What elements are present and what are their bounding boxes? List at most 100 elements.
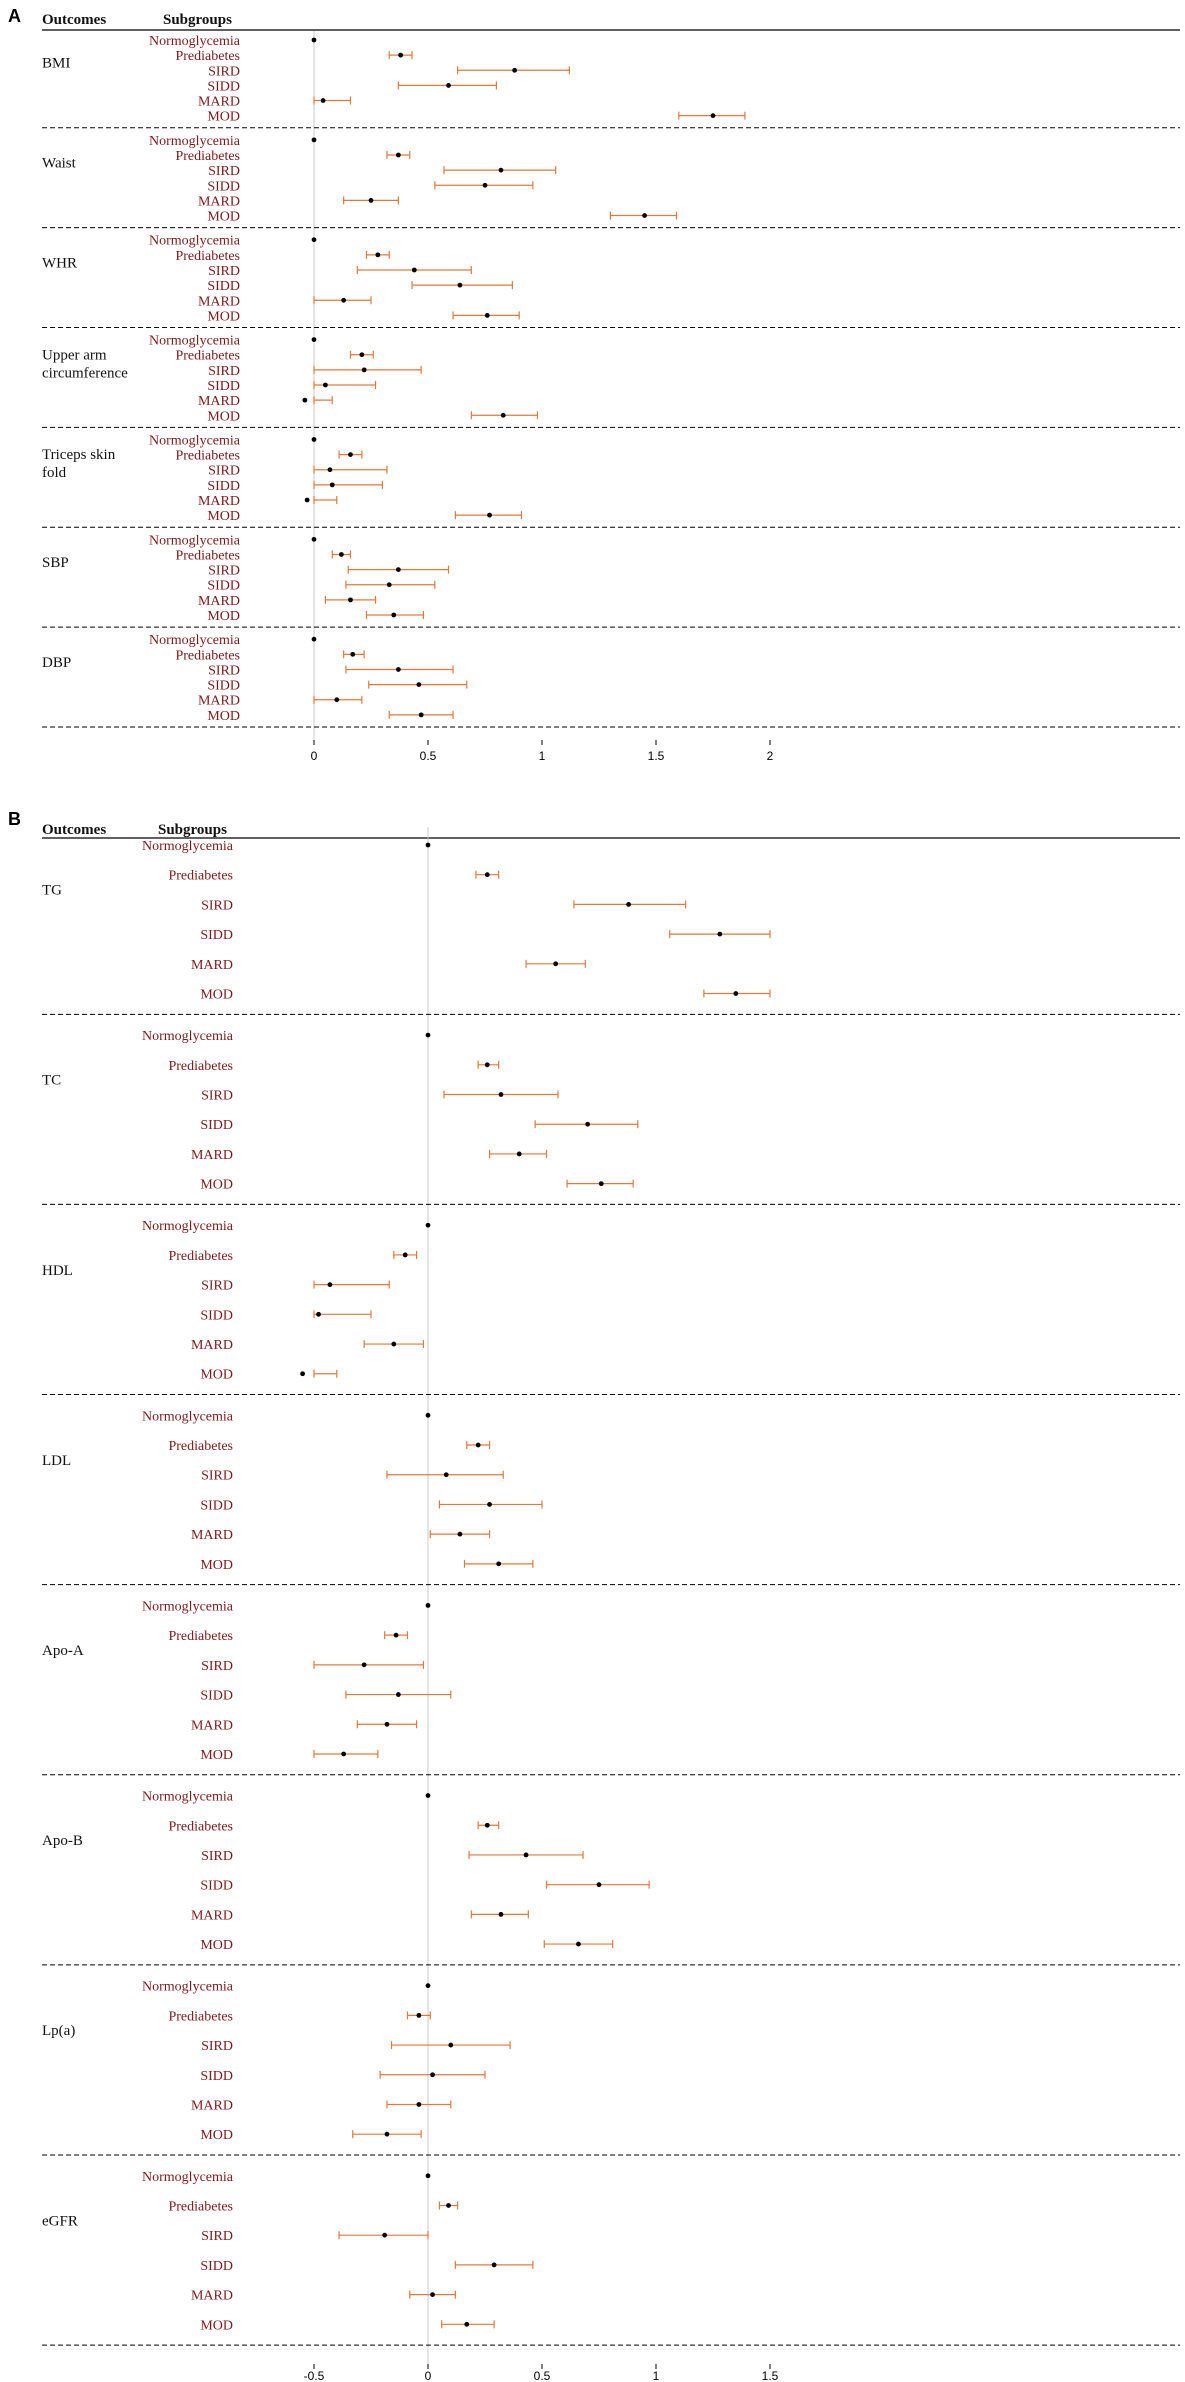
subgroup-label: Normoglycemia: [142, 1790, 234, 1805]
subgroup-label: SIDD: [207, 279, 240, 294]
point-estimate: [384, 1721, 390, 1727]
outcome-group: TC Normoglycemia Prediabetes SIRD SIDD MARD MO…: [42, 1029, 1180, 1205]
subgroup-label: MOD: [207, 309, 240, 324]
point-estimate: [382, 2232, 388, 2238]
outcome-label: TG: [42, 883, 62, 899]
x-tick-label: 0: [425, 2369, 432, 2382]
header-outcomes: Outcomes: [42, 822, 106, 838]
point-estimate: [398, 52, 404, 58]
subgroup-label: Normoglycemia: [149, 433, 241, 448]
subgroup-label: MOD: [200, 1368, 233, 1383]
subgroup-label: Normoglycemia: [142, 1409, 234, 1424]
x-tick-label: 1.5: [762, 2369, 779, 2382]
point-estimate: [585, 1121, 590, 1127]
point-estimate: [311, 636, 317, 642]
subgroup-label: SIRD: [201, 1849, 233, 1864]
subgroup-label: MARD: [191, 1148, 233, 1163]
point-estimate: [475, 1442, 481, 1448]
subgroup-label: Normoglycemia: [149, 234, 241, 249]
subgroup-label: MOD: [207, 509, 240, 524]
subgroup-label: SIRD: [208, 663, 240, 678]
subgroup-label: MARD: [198, 594, 240, 609]
subgroup-label: SIDD: [200, 1498, 233, 1513]
subgroup-label: Normoglycemia: [149, 633, 241, 648]
subgroup-label: SIRD: [208, 264, 240, 279]
outcome-label-line: Triceps skin: [42, 447, 116, 463]
subgroup-label: Prediabetes: [175, 648, 240, 663]
point-estimate: [411, 267, 417, 273]
subgroup-label: MOD: [207, 210, 240, 225]
point-estimate: [425, 1793, 431, 1798]
outcome-group: WHR NormoglycemiaPrediabetesSIRDSIDDMARDM…: [42, 234, 1180, 328]
outcome-label: Triceps skin fold: [42, 447, 116, 481]
point-estimate: [418, 712, 424, 718]
point-estimate: [375, 252, 381, 258]
point-estimate: [710, 113, 716, 119]
point-estimate: [430, 2072, 435, 2078]
point-estimate: [327, 1282, 333, 1288]
subgroup-label: SIRD: [208, 164, 240, 179]
point-estimate: [446, 2203, 451, 2208]
point-estimate: [368, 197, 374, 203]
point-estimate: [329, 482, 335, 488]
outcome-label: HDL: [42, 1263, 73, 1279]
point-estimate: [464, 2321, 470, 2327]
subgroup-label: SIDD: [200, 2259, 233, 2274]
point-estimate: [430, 2292, 435, 2297]
outcome-label: WHR: [42, 255, 77, 271]
point-estimate: [416, 2012, 422, 2018]
point-estimate: [516, 1151, 522, 1157]
point-estimate: [391, 612, 397, 618]
subgroup-label: MARD: [198, 694, 240, 709]
point-estimate: [341, 1751, 347, 1757]
subgroup-label: MOD: [207, 110, 240, 125]
x-tick-label: 2: [767, 749, 774, 763]
point-estimate: [576, 1941, 581, 1947]
point-estimate: [425, 2173, 431, 2179]
point-estimate: [496, 1561, 502, 1567]
outcome-group: Upper arm circumference NormoglycemiaPredi…: [42, 334, 1180, 428]
point-estimate: [311, 437, 317, 442]
point-estimate: [302, 397, 308, 403]
header-subgroups: Subgroups: [158, 822, 227, 838]
point-estimate: [733, 991, 739, 996]
subgroup-label: SIDD: [200, 1879, 233, 1894]
point-estimate: [717, 931, 723, 937]
point-estimate: [350, 651, 356, 657]
point-estimate: [484, 872, 490, 878]
outcome-group: Lp(a) Normoglycemia Prediabetes SIRD SIDD MAR…: [42, 1980, 1180, 2156]
point-estimate: [323, 382, 328, 388]
point-estimate: [338, 552, 344, 557]
point-estimate: [512, 67, 518, 73]
subgroup-label: MARD: [198, 294, 240, 309]
outcome-label: eGFR: [42, 2213, 78, 2229]
point-estimate: [448, 2042, 454, 2048]
point-estimate: [320, 98, 326, 103]
point-estimate: [304, 497, 310, 503]
outcome-group: Waist NormoglycemiaPrediabetesSIRDSIDDMAR…: [42, 134, 1180, 229]
x-tick-label: -0.5: [304, 2369, 325, 2382]
point-estimate: [491, 2262, 497, 2268]
subgroup-label: MOD: [207, 609, 240, 624]
subgroup-label: MOD: [200, 2128, 233, 2143]
outcome-label: Lp(a): [42, 2023, 75, 2039]
outcome-label: TC: [42, 1073, 61, 1089]
point-estimate: [361, 367, 367, 373]
point-estimate: [487, 512, 492, 518]
subgroup-label: SIDD: [200, 1689, 233, 1704]
point-estimate: [425, 1603, 431, 1608]
point-estimate: [425, 1983, 431, 1989]
subgroup-label: Normoglycemia: [142, 2170, 234, 2185]
subgroup-label: SIDD: [207, 179, 240, 194]
panel-label: B: [8, 809, 21, 829]
point-estimate: [384, 2131, 390, 2137]
point-estimate: [553, 961, 559, 967]
x-tick-label: 0: [311, 749, 318, 763]
subgroup-label: Prediabetes: [175, 49, 240, 64]
subgroup-label: Prediabetes: [168, 869, 233, 884]
x-tick-label: 1.5: [648, 749, 665, 763]
outcome-label: BMI: [42, 56, 70, 72]
point-estimate: [395, 667, 401, 672]
subgroup-label: MARD: [198, 95, 240, 110]
outcome-label: Apo-A: [42, 1643, 84, 1659]
